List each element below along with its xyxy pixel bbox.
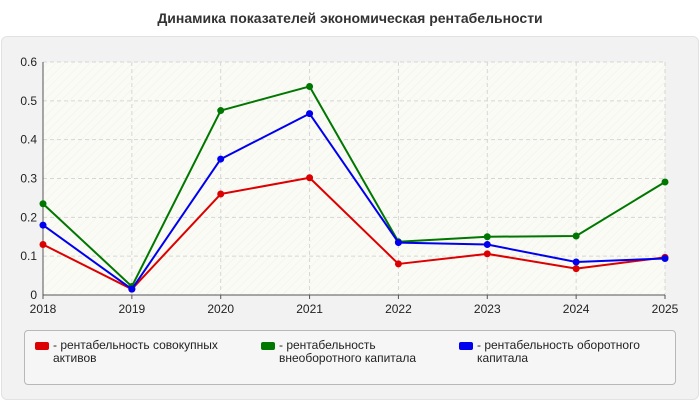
- legend-swatch: [459, 342, 473, 350]
- x-tick-label: 2021: [296, 302, 323, 316]
- y-tick-label: 0.1: [20, 249, 37, 263]
- legend: - рентабельность совокупных активов - ре…: [24, 330, 676, 385]
- legend-item: - рентабельность совокупных активов: [35, 339, 231, 365]
- data-point: [39, 241, 47, 249]
- legend-swatch: [261, 342, 275, 350]
- series-line: [42, 112, 666, 291]
- y-tick-label: 0.3: [20, 172, 37, 186]
- data-point: [217, 155, 225, 163]
- data-point: [572, 258, 580, 266]
- legend-label: - рентабельность внеоборотного капитала: [279, 338, 416, 365]
- series-line: [42, 85, 666, 288]
- data-point: [483, 241, 491, 249]
- y-tick-label: 0.6: [20, 55, 37, 69]
- x-tick-label: 2023: [474, 302, 501, 316]
- y-tick-label: 0.4: [20, 133, 37, 147]
- data-point: [306, 82, 314, 90]
- series-line: [42, 176, 666, 291]
- data-point: [306, 110, 314, 118]
- data-point: [217, 107, 225, 115]
- x-tick-label: 2020: [207, 302, 234, 316]
- data-point: [483, 250, 491, 258]
- data-point: [572, 232, 580, 240]
- data-point: [128, 285, 136, 293]
- legend-label: - рентабельность совокупных активов: [53, 338, 218, 365]
- x-tick-label: 2022: [385, 302, 412, 316]
- data-point: [572, 265, 580, 273]
- x-tick-label: 2025: [652, 302, 679, 316]
- chart-title: Динамика показателей экономическая рента…: [157, 10, 543, 26]
- legend-item: - рентабельность внеоборотного капитала: [261, 339, 444, 365]
- legend-item: - рентабельность оборотного капитала: [459, 339, 655, 365]
- x-tick-label: 2019: [119, 302, 146, 316]
- x-tick-label: 2018: [30, 302, 57, 316]
- y-tick-label: 0.2: [20, 210, 37, 224]
- data-point: [39, 221, 47, 229]
- data-point: [39, 200, 47, 208]
- data-point: [661, 254, 669, 262]
- y-tick-label: 0: [30, 288, 37, 302]
- y-tick-label: 0.5: [20, 94, 37, 108]
- data-point: [217, 190, 225, 198]
- data-point: [394, 260, 402, 268]
- data-point: [661, 178, 669, 186]
- legend-swatch: [35, 342, 49, 350]
- data-point: [483, 233, 491, 241]
- data-point: [306, 174, 314, 182]
- data-point: [394, 239, 402, 247]
- x-tick-label: 2024: [563, 302, 590, 316]
- legend-label: - рентабельность оборотного капитала: [477, 338, 640, 365]
